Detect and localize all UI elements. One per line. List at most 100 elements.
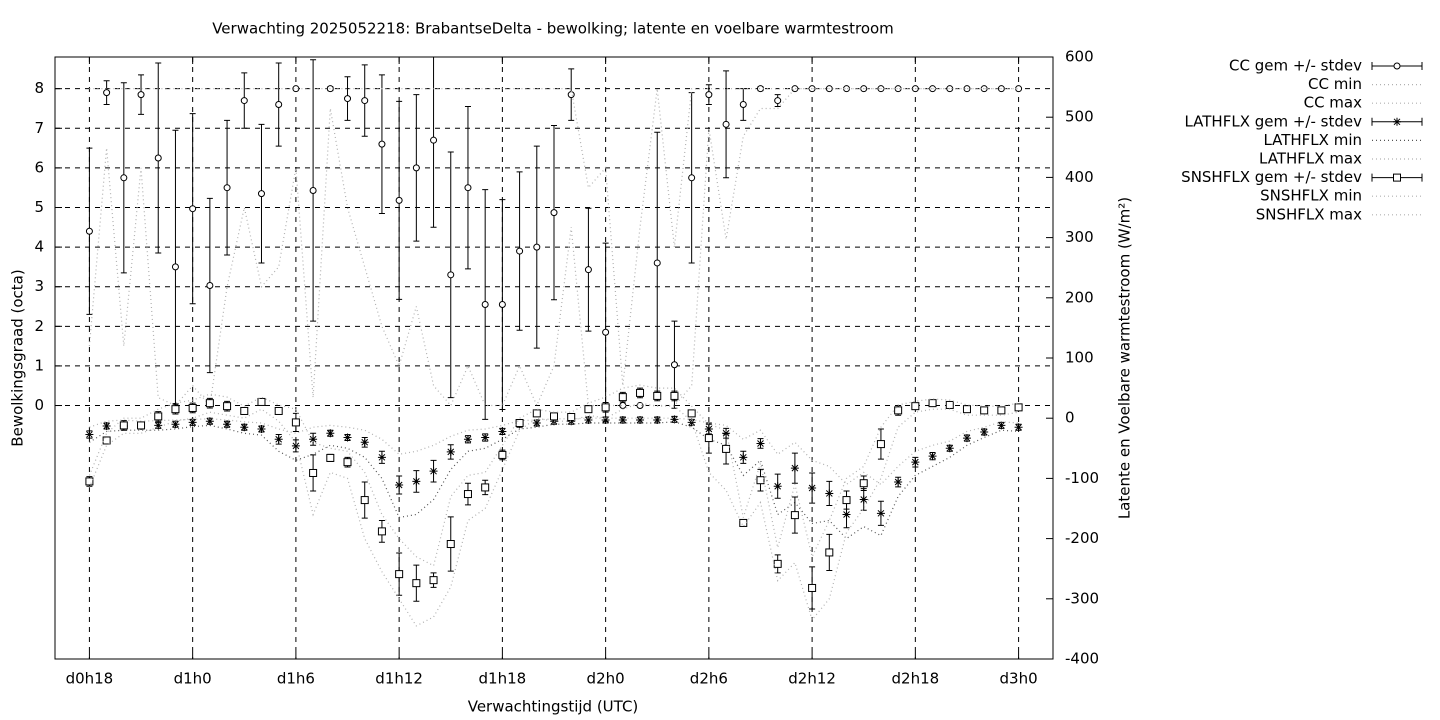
data-point [756, 85, 764, 93]
y2-tick-label: -200 [1065, 529, 1099, 547]
data-point [945, 400, 954, 409]
data-point [120, 174, 128, 182]
data-point [773, 482, 782, 491]
legend-label: CC max [1304, 94, 1363, 112]
data-point [876, 509, 885, 518]
data-point [618, 393, 627, 402]
y2-tick-label: 0 [1065, 409, 1075, 427]
data-point [292, 85, 300, 93]
data-point [945, 444, 954, 453]
data-point [326, 453, 335, 462]
data-point [567, 91, 575, 99]
data-point [85, 430, 94, 439]
data-point [928, 452, 937, 461]
legend-label: CC min [1308, 75, 1362, 93]
data-point [154, 412, 163, 421]
data-point [343, 458, 352, 467]
data-point [240, 97, 248, 105]
data-point [790, 511, 799, 520]
grid [55, 57, 1053, 659]
data-point [137, 421, 146, 430]
data-point [705, 91, 713, 99]
data-point [618, 416, 627, 425]
y-axis-label: Bewolkingsgraad (octa) [9, 269, 27, 446]
y-tick-label: 0 [34, 396, 44, 414]
data-point [171, 405, 180, 414]
data-point [481, 301, 489, 309]
data-point [808, 583, 817, 592]
data-point [291, 418, 300, 427]
data-point [876, 440, 885, 449]
data-point [894, 478, 903, 487]
data-point [550, 412, 558, 421]
range-line [88, 88, 1019, 408]
data-point [739, 453, 748, 462]
data-point [1014, 423, 1023, 432]
data-point [756, 476, 765, 485]
data-point [550, 209, 558, 217]
data-point [429, 576, 438, 585]
data-point [378, 140, 386, 148]
data-point [773, 559, 782, 568]
data-point [498, 450, 507, 459]
data-point [205, 399, 214, 408]
data-point [808, 484, 817, 493]
legend-label: LATHFLX max [1259, 150, 1362, 168]
data-point [962, 434, 971, 443]
data-point [85, 477, 94, 486]
data-point [584, 266, 592, 274]
legend-label: CC gem +/- stdev [1229, 57, 1362, 75]
x-tick-label: d3h0 [1000, 670, 1038, 688]
legend-marker [1393, 173, 1401, 182]
data-point [636, 388, 645, 397]
data-point [653, 416, 662, 425]
data-point [309, 468, 318, 477]
data-point [446, 540, 455, 549]
data-point [344, 95, 352, 103]
x-tick-label: d2h12 [788, 670, 836, 688]
data-point [619, 402, 627, 410]
legend-marker [1393, 117, 1401, 126]
chart-title: Verwachting 2025052218: BrabantseDelta -… [212, 20, 894, 38]
x-tick-label: d0h18 [66, 670, 114, 688]
data-point [206, 282, 214, 290]
data-point [602, 328, 610, 336]
y2-tick-label: -300 [1065, 589, 1099, 607]
data-point [704, 434, 713, 443]
data-point [774, 97, 782, 105]
data-point [498, 301, 506, 309]
legend-marker [1393, 62, 1401, 70]
data-point [808, 85, 816, 93]
data-point [756, 439, 765, 448]
data-point [722, 120, 730, 128]
range-line [88, 402, 1019, 627]
data-point [463, 435, 472, 444]
data-point [171, 263, 179, 271]
data-point [275, 101, 283, 109]
data-point [119, 421, 128, 430]
data-point [653, 259, 661, 267]
data-point [515, 419, 524, 428]
data-point [103, 89, 111, 97]
y-tick-label: 5 [34, 198, 44, 216]
data-point [567, 412, 576, 421]
data-point [825, 489, 834, 498]
data-point [309, 186, 317, 194]
data-point [223, 184, 231, 192]
data-point [274, 435, 283, 444]
data-point [653, 391, 662, 400]
data-point [188, 403, 197, 412]
data-point [1015, 85, 1023, 93]
x-tick-label: d2h0 [587, 670, 625, 688]
data-point [343, 433, 352, 442]
y2-tick-label: 200 [1065, 288, 1094, 306]
data-point [859, 479, 868, 488]
data-point [670, 391, 679, 400]
data-point [205, 417, 214, 426]
y2-tick-label: -100 [1065, 469, 1099, 487]
y-tick-label: 3 [34, 277, 44, 295]
axes: d0h18 d1h0 d1h6 d1h12 d1h18 d2h0 d2h6 d2h12 d2h1… [34, 48, 1099, 688]
